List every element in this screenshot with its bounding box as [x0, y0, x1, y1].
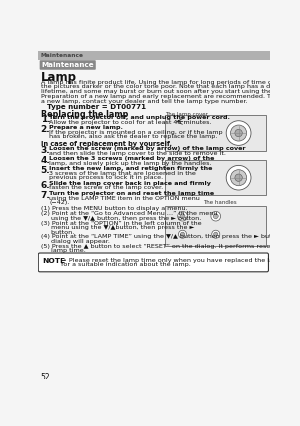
- FancyBboxPatch shape: [165, 206, 266, 246]
- Text: In case of replacement by yourself,: In case of replacement by yourself,: [40, 141, 172, 147]
- FancyBboxPatch shape: [40, 60, 96, 70]
- Text: 5.: 5.: [40, 167, 50, 176]
- Text: fasten the screw of the lamp cover.: fasten the screw of the lamp cover.: [49, 185, 163, 190]
- Text: 2.: 2.: [40, 125, 50, 135]
- Circle shape: [235, 174, 242, 181]
- Circle shape: [214, 232, 218, 236]
- Text: 1.: 1.: [40, 115, 50, 124]
- Text: (5) Press the ▲ button to select “RESET” on the dialog. It performs resetting th: (5) Press the ▲ button to select “RESET”…: [40, 244, 298, 249]
- Text: Allow the projector to cool for at least 45 minutes.: Allow the projector to cool for at least…: [49, 120, 212, 125]
- Text: NOTE: NOTE: [42, 258, 65, 264]
- FancyBboxPatch shape: [165, 115, 266, 151]
- Text: If the projector is mounted on a ceiling, or if the lamp: If the projector is mounted on a ceiling…: [49, 130, 223, 135]
- Text: 3 screws of the lamp that are loosened in the: 3 screws of the lamp that are loosened i…: [49, 171, 196, 176]
- Text: 4.: 4.: [40, 156, 50, 165]
- Text: using the LAMP TIME item in the OPTION menu: using the LAMP TIME item in the OPTION m…: [49, 196, 200, 201]
- Text: lamp, and slowly pick up the lamp by the handles.: lamp, and slowly pick up the lamp by the…: [49, 161, 212, 166]
- Text: Turn the projector off, and unplug the power cord.: Turn the projector off, and unplug the p…: [49, 115, 230, 120]
- Text: • Please reset the lamp time only when you have replaced the lamp,: • Please reset the lamp time only when y…: [61, 258, 285, 263]
- Circle shape: [180, 214, 185, 219]
- Text: (1) Press the MENU button to display a menu.: (1) Press the MENU button to display a m…: [40, 207, 187, 211]
- Text: Prepare a new lamp.: Prepare a new lamp.: [49, 125, 123, 130]
- Text: and then slide the lamp cover to the side to remove it.: and then slide the lamp cover to the sid…: [49, 151, 226, 156]
- Text: (3) Point at the “OPTION” in the left column of the: (3) Point at the “OPTION” in the left co…: [40, 221, 201, 226]
- Text: Replacing the lamp: Replacing the lamp: [40, 110, 128, 119]
- FancyBboxPatch shape: [165, 160, 266, 196]
- Text: has broken, also ask the dealer to replace the lamp.: has broken, also ask the dealer to repla…: [49, 134, 218, 139]
- Text: Turn the projector on and reset the lamp time: Turn the projector on and reset the lamp…: [49, 191, 214, 196]
- Text: 7.: 7.: [40, 191, 50, 200]
- Text: 3.: 3.: [40, 146, 50, 155]
- Text: menu using the ▼/▲button, then press the ►: menu using the ▼/▲button, then press the…: [40, 225, 194, 230]
- Text: 6.: 6.: [40, 181, 50, 190]
- Circle shape: [181, 232, 184, 236]
- Text: Preparation of a new lamp and early replacement are recommended. To prepare: Preparation of a new lamp and early repl…: [40, 94, 300, 99]
- Text: Slide the lamp cover back in place and firmly: Slide the lamp cover back in place and f…: [49, 181, 211, 186]
- Text: using the ▼/▲ button, then press the ► button.: using the ▼/▲ button, then press the ► b…: [40, 216, 201, 221]
- FancyBboxPatch shape: [38, 253, 268, 272]
- Text: the pictures darker or the color tone poor. Note that each lamp has a different: the pictures darker or the color tone po…: [40, 84, 294, 89]
- Text: A lamp has finite product life. Using the lamp for long periods of time could ca: A lamp has finite product life. Using th…: [40, 80, 300, 85]
- Text: 52: 52: [40, 373, 50, 382]
- Text: Loosen the 3 screws (marked by arrow) of the: Loosen the 3 screws (marked by arrow) of…: [49, 156, 214, 161]
- Circle shape: [212, 230, 220, 238]
- Circle shape: [211, 211, 220, 221]
- Text: (−42).: (−42).: [49, 200, 69, 205]
- FancyBboxPatch shape: [38, 51, 270, 60]
- Circle shape: [230, 170, 247, 186]
- Text: for a suitable indication about the lamp.: for a suitable indication about the lamp…: [61, 262, 190, 268]
- Text: Insert the new lamp, and retighten firmly the: Insert the new lamp, and retighten firml…: [49, 167, 212, 172]
- Text: a new lamp, contact your dealer and tell the lamp type number.: a new lamp, contact your dealer and tell…: [40, 99, 247, 104]
- Circle shape: [235, 130, 242, 137]
- Circle shape: [213, 214, 218, 219]
- Text: Maintenance: Maintenance: [41, 62, 94, 68]
- Circle shape: [226, 121, 251, 145]
- Text: The lamp cover: The lamp cover: [165, 112, 208, 117]
- Text: button.: button.: [40, 230, 74, 235]
- Text: Maintenance: Maintenance: [40, 53, 84, 58]
- Circle shape: [178, 211, 188, 221]
- Text: previous process to lock it in place.: previous process to lock it in place.: [49, 176, 163, 180]
- Text: Lamp: Lamp: [40, 71, 76, 84]
- Circle shape: [226, 165, 251, 190]
- Text: (4) Point at the “LAMP TIME” using the ▼/▲ button, then press the ► button. A: (4) Point at the “LAMP TIME” using the ▼…: [40, 234, 290, 239]
- Circle shape: [178, 230, 187, 238]
- Text: Type number = DT00771: Type number = DT00771: [47, 104, 146, 110]
- Text: dialog will appear.: dialog will appear.: [40, 239, 110, 244]
- Text: The handles: The handles: [203, 200, 237, 205]
- Text: lamp time.: lamp time.: [40, 248, 85, 253]
- Text: lifetime, and some may burst or burn out soon after you start using them.: lifetime, and some may burst or burn out…: [40, 89, 280, 94]
- Text: (2) Point at the “Go to Advanced Menu …” in the menu: (2) Point at the “Go to Advanced Menu …”…: [40, 211, 217, 216]
- Text: Loosen the screw (marked by arrow) of the lamp cover: Loosen the screw (marked by arrow) of th…: [49, 146, 246, 151]
- Circle shape: [230, 125, 247, 141]
